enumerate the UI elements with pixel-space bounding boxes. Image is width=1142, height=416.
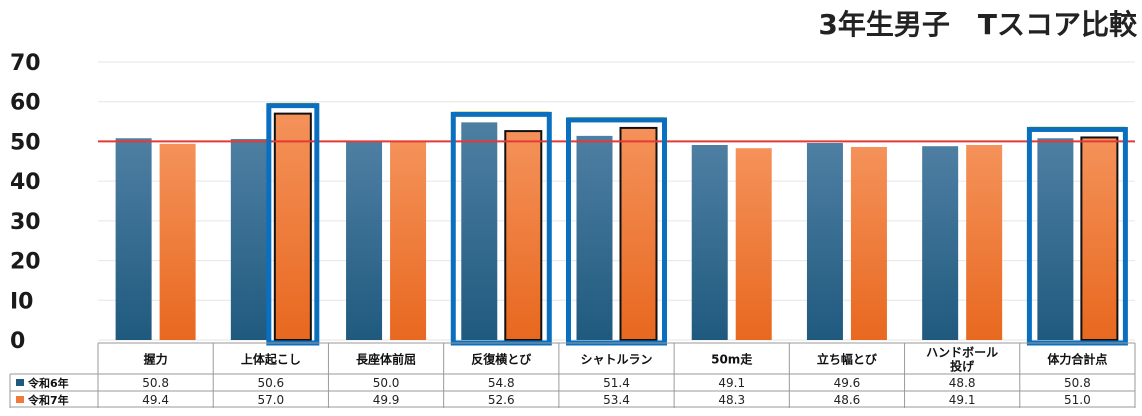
- category-label: 投げ: [950, 359, 975, 374]
- y-axis: 0 I0 20 30 40 50 60 70: [10, 51, 41, 354]
- bar-r6: [1037, 138, 1074, 340]
- data-label: 50.6: [257, 376, 284, 390]
- bar-r6: [115, 138, 152, 340]
- category-label: 長座体前屈: [356, 352, 416, 367]
- data-label: 48.6: [834, 393, 861, 407]
- bar-r7: [1080, 136, 1119, 341]
- bar-r7: [159, 143, 196, 340]
- y-tick-label: 50: [10, 130, 41, 155]
- data-label: 52.6: [488, 393, 515, 407]
- data-label: 50.8: [142, 376, 169, 390]
- bar-r7: [966, 145, 1003, 340]
- category-label: ハンドボール: [926, 345, 998, 360]
- data-label: 48.8: [949, 376, 976, 390]
- data-label: 49.1: [949, 393, 976, 407]
- bar-r7: [273, 112, 312, 341]
- bar-r7: [619, 126, 658, 341]
- legend-swatch: [16, 396, 24, 403]
- bar-r7: [850, 146, 887, 340]
- bar-r7: [504, 130, 543, 341]
- data-label: 53.4: [603, 393, 630, 407]
- legend-label: 令和6年: [27, 376, 69, 390]
- data-label: 57.0: [257, 393, 284, 407]
- category-label: 体力合計点: [1047, 352, 1107, 367]
- data-label: 48.3: [718, 393, 745, 407]
- category-label: 上体起こし: [241, 352, 301, 367]
- data-label: 49.6: [834, 376, 861, 390]
- category-label: 反復横とび: [471, 352, 532, 367]
- data-label: 50.8: [1064, 376, 1091, 390]
- data-label: 49.4: [142, 393, 169, 407]
- data-label: 51.4: [603, 376, 630, 390]
- bar-r6: [922, 146, 959, 340]
- category-label: 握力: [144, 352, 168, 367]
- legend-label: 令和7年: [27, 393, 69, 407]
- y-tick-label: I0: [10, 289, 34, 314]
- data-label: 54.8: [488, 376, 515, 390]
- y-tick-label: 40: [10, 170, 41, 195]
- bar-r6: [230, 139, 267, 340]
- y-tick-label: 30: [10, 210, 41, 235]
- data-label: 49.1: [718, 376, 745, 390]
- bar-r7: [735, 148, 772, 340]
- bar-r6: [806, 143, 843, 340]
- chart-title: 3年生男子 Tスコア比較: [818, 8, 1138, 41]
- bar-r6: [461, 122, 498, 340]
- bars: [115, 112, 1119, 341]
- data-table: 握力 上体起こし 長座体前屈 反復横とび シャトルラン 50m走 立ち幅とび ハンドボール投げ…: [9, 342, 1136, 408]
- category-label: 50m走: [711, 352, 752, 367]
- y-tick-label: 60: [10, 91, 41, 116]
- data-label: 51.0: [1064, 393, 1091, 407]
- y-tick-label: 70: [10, 51, 41, 76]
- category-label: シャトルラン: [580, 353, 652, 367]
- data-label: 50.0: [373, 376, 400, 390]
- bar-r6: [691, 145, 728, 340]
- y-tick-label: 0: [10, 329, 25, 354]
- bar-r7: [390, 141, 427, 340]
- bar-r6: [346, 141, 383, 340]
- bar-r6: [576, 135, 613, 340]
- category-label: 立ち幅とび: [817, 352, 878, 367]
- data-label: 49.9: [373, 393, 400, 407]
- legend-swatch: [16, 379, 24, 386]
- y-tick-label: 20: [10, 250, 41, 275]
